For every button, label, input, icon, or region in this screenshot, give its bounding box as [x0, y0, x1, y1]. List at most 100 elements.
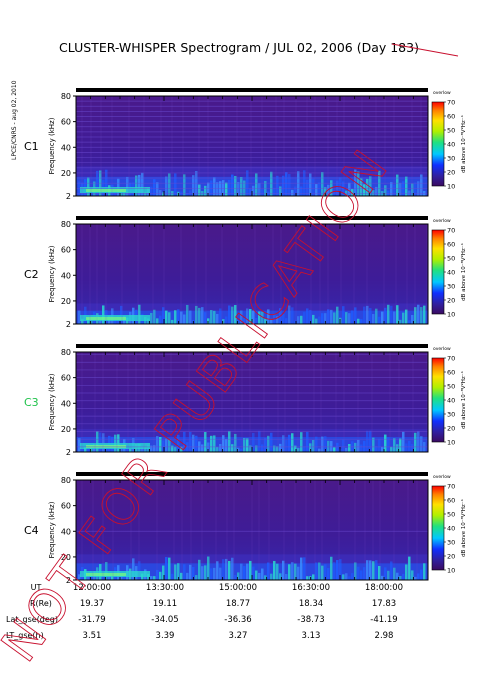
time-tick-label: 12:00:00: [73, 583, 111, 593]
emission-blob: [390, 305, 393, 324]
emission-blob: [216, 182, 219, 196]
emission-blob: [414, 432, 417, 452]
emission-blob: [360, 570, 363, 580]
panel-c1: 80 60 40 20 2 Frequency (kHz) C1 overlow 70 60 50 4…: [24, 88, 467, 201]
emission-blob: [258, 311, 261, 324]
y-tick-label: 60: [61, 374, 71, 383]
emission-blob: [312, 314, 315, 324]
emission-blob: [78, 574, 81, 580]
emission-blob: [381, 575, 384, 580]
ephemeris-value: 3.13: [302, 631, 321, 641]
emission-blob: [420, 307, 423, 324]
emission-blob: [168, 557, 171, 580]
colorbar-tick-label: 50: [447, 511, 455, 519]
emission-blob: [354, 562, 357, 580]
emission-blob: [231, 557, 234, 580]
emission-blob: [225, 438, 228, 452]
colorbar-tick-label: 50: [447, 383, 455, 391]
emission-blob: [195, 575, 198, 580]
emission-blob: [174, 173, 177, 196]
emission-blob: [300, 432, 303, 452]
y-tick-label: 20: [61, 425, 71, 434]
emission-blob: [252, 185, 255, 196]
emission-blob: [417, 573, 420, 580]
emission-blob: [213, 177, 216, 196]
ephemeris-row-label: R(Re): [30, 599, 52, 608]
ephemeris-row: R(Re) 19.37 19.11 18.77 18.34 17.83: [30, 599, 396, 609]
emission-blob: [282, 175, 285, 196]
emission-blob: [240, 177, 243, 196]
emission-blob: [246, 308, 249, 324]
ephemeris-row-label: UT: [31, 583, 42, 592]
emission-blob: [279, 186, 282, 196]
emission-blob: [234, 175, 237, 196]
emission-blob: [411, 183, 414, 196]
emission-blob: [255, 445, 258, 452]
emission-blob: [198, 184, 201, 196]
emission-blob: [150, 576, 153, 580]
emission-blob: [201, 566, 204, 580]
emission-blob: [342, 181, 345, 196]
emission-blob: [372, 437, 375, 452]
ephemeris-value: 18.77: [226, 599, 250, 609]
emission-blob: [399, 575, 402, 580]
y-axis: 80 60 40 20 2 Frequency (kHz): [48, 220, 76, 329]
emission-blob: [225, 316, 228, 324]
emission-blob: [165, 557, 168, 580]
emission-blob: [324, 313, 327, 324]
emission-blob: [330, 309, 333, 324]
x-ticks: [75, 96, 429, 196]
colorbar-tick-label: 10: [447, 567, 455, 575]
y-tick-label: 20: [61, 297, 71, 306]
emission-blob: [417, 431, 420, 452]
emission-blob: [348, 576, 351, 580]
emission-blob: [264, 575, 267, 580]
colorbar: overlow 70 60 50 40 30 20 10 dB above 10⁻⁸V²Hz⁻¹: [431, 218, 467, 319]
emission-blob: [258, 430, 261, 452]
emission-blob: [390, 182, 393, 196]
colorbar-tick-label: 30: [447, 155, 455, 163]
emission-blob: [273, 445, 276, 452]
emission-blob: [78, 310, 81, 324]
x-ticks: [75, 352, 429, 452]
colorbar-tag: overlow: [433, 474, 451, 480]
emission-blob: [393, 567, 396, 580]
emission-blob: [231, 444, 234, 452]
emission-blob: [267, 562, 270, 580]
emission-blob: [294, 445, 297, 452]
emission-blob: [237, 572, 240, 580]
emission-blob: [333, 312, 336, 324]
emission-blob: [297, 447, 300, 452]
emission-blob: [234, 433, 237, 452]
emission-blob: [138, 561, 141, 580]
emission-blob: [333, 562, 336, 580]
emission-blob: [294, 563, 297, 580]
emission-blob: [318, 316, 321, 324]
emission-blob: [273, 314, 276, 324]
emission-blob: [396, 444, 399, 452]
emission-blob: [282, 560, 285, 580]
emission-blob: [333, 189, 336, 196]
emission-blob: [357, 566, 360, 580]
emission-blob: [222, 319, 225, 324]
emission-blob: [393, 184, 396, 196]
emission-blob: [363, 306, 366, 324]
ephemeris-value: 19.37: [80, 599, 104, 609]
emission-blob: [312, 178, 315, 196]
figure-title: CLUSTER-WHISPER Spectrogram / JUL 02, 20…: [59, 40, 419, 55]
emission-blob: [276, 175, 279, 196]
emission-blob: [336, 442, 339, 452]
y-tick-label: 80: [61, 220, 71, 229]
emission-blob: [261, 311, 264, 324]
emission-streak-hot: [86, 189, 126, 192]
emission-blob: [84, 447, 87, 452]
emission-blob: [300, 186, 303, 196]
colorbar-scale: [431, 229, 445, 315]
emission-blob: [219, 567, 222, 580]
emission-blob: [87, 576, 90, 580]
colorbar-scale: [431, 485, 445, 571]
emission-blob: [393, 311, 396, 324]
emission-blob: [192, 175, 195, 196]
y-tick-label: 2: [66, 576, 71, 585]
emission-blob: [234, 575, 237, 580]
